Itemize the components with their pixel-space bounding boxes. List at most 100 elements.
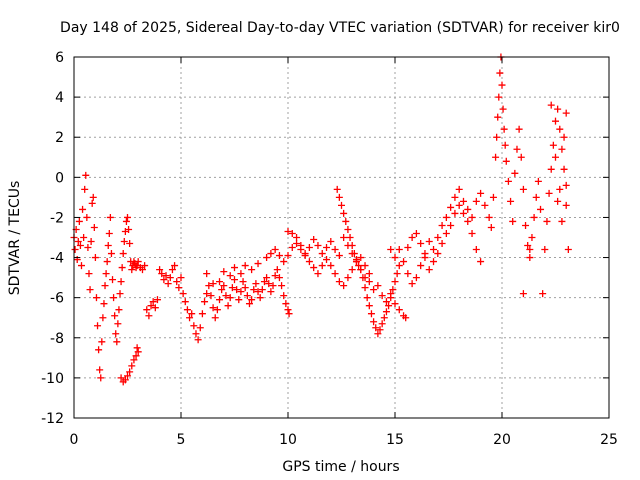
data-point [207,292,215,300]
data-point [160,276,168,284]
data-point [528,234,536,241]
data-point [464,205,472,213]
data-point [363,294,371,302]
y-tick-label: -4 [50,251,64,267]
data-point [344,225,352,233]
data-point [344,274,352,282]
data-point [271,272,279,280]
data-point [94,322,102,330]
chart-title: Day 148 of 2025, Sidereal Day-to-day VTE… [60,20,620,36]
data-point [526,246,534,254]
data-point [402,314,410,322]
data-point [519,185,527,193]
data-point [552,117,559,125]
data-point [318,262,326,270]
data-point [275,252,283,260]
data-point [263,254,271,262]
data-point [86,286,94,294]
data-point [84,244,92,252]
y-tick-label: -12 [41,411,64,427]
data-point [370,318,378,326]
data-point [263,274,271,282]
data-point [430,258,438,266]
data-point [284,227,292,235]
data-point [228,284,236,292]
data-point [297,242,305,250]
data-point [327,238,335,246]
data-point [104,242,112,250]
data-point [147,302,155,310]
y-axis-ticks: -12 -10 -8 -6 -4 -2 0 2 4 6 [41,50,609,427]
data-point [196,324,204,332]
data-point [404,270,412,278]
data-point [499,105,507,113]
data-point [562,109,570,117]
data-point [547,165,555,173]
data-point [126,368,134,376]
data-point [501,141,509,149]
data-point [408,234,416,241]
data-point [438,240,446,248]
data-point [76,242,84,250]
data-point [412,229,420,237]
data-point [509,217,517,225]
data-point [168,266,176,274]
data-point [220,282,228,290]
y-tick-label: 6 [55,50,64,66]
data-point [194,336,202,344]
y-tick-label: 4 [55,90,64,106]
data-point [237,288,245,296]
data-point [226,294,234,302]
data-point [79,205,87,213]
data-point [447,203,455,211]
data-point [391,278,399,286]
data-point [198,310,206,318]
data-point [250,286,258,294]
data-point [233,286,241,294]
data-point [248,296,256,304]
data-point [269,282,277,290]
data-point [293,234,301,241]
data-point [124,372,131,380]
data-point [395,246,403,254]
data-point [331,270,339,278]
data-point [425,266,433,274]
data-point [352,258,360,266]
data-point [385,302,393,310]
data-point [92,294,100,302]
data-point [278,282,286,290]
x-tick-label: 25 [600,432,618,448]
data-point [314,242,322,250]
data-point [113,338,121,346]
data-point [558,217,566,225]
data-point [106,213,114,221]
data-point [545,189,553,197]
data-point [365,278,373,286]
data-point [77,262,85,270]
data-point [355,262,363,270]
data-point [105,229,113,237]
data-point [412,274,420,282]
data-point [331,246,339,254]
data-point [389,286,397,294]
data-point [489,193,497,201]
data-point [378,320,386,328]
data-point [318,250,326,258]
data-point [231,276,238,284]
data-point [179,290,187,298]
data-point [284,252,292,260]
data-point [121,376,129,384]
data-point [91,254,99,262]
data-point [335,252,343,260]
data-point [166,274,174,282]
data-point [382,298,390,306]
data-point [267,250,275,258]
data-point [393,270,401,278]
data-point [153,296,161,304]
data-point [258,286,266,294]
data-point [517,153,525,161]
data-point [177,274,185,282]
data-point [335,193,343,201]
data-point [430,246,438,254]
data-point [442,213,450,221]
